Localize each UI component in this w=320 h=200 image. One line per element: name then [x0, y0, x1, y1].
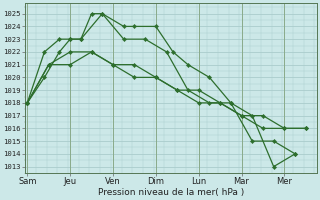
X-axis label: Pression niveau de la mer( hPa ): Pression niveau de la mer( hPa ): [98, 188, 244, 197]
